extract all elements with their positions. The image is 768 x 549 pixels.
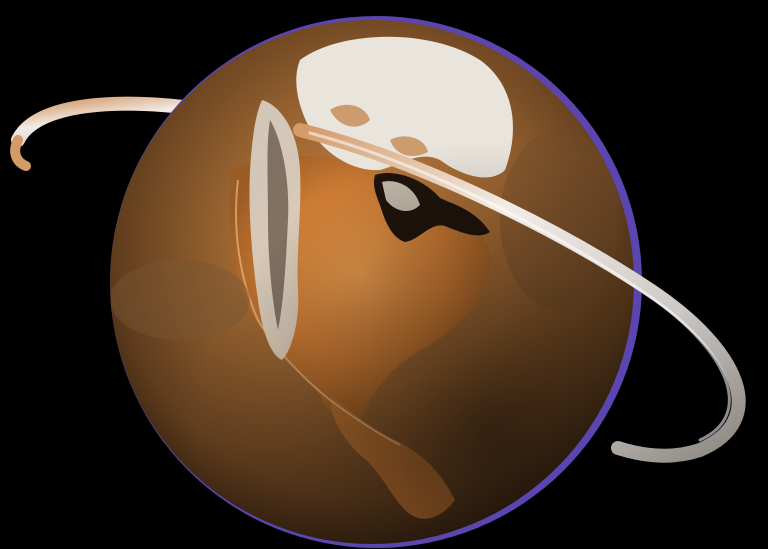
ring-tip-left — [10, 135, 31, 171]
night-shadow — [110, 20, 634, 544]
ring-front-highlight — [308, 131, 731, 442]
